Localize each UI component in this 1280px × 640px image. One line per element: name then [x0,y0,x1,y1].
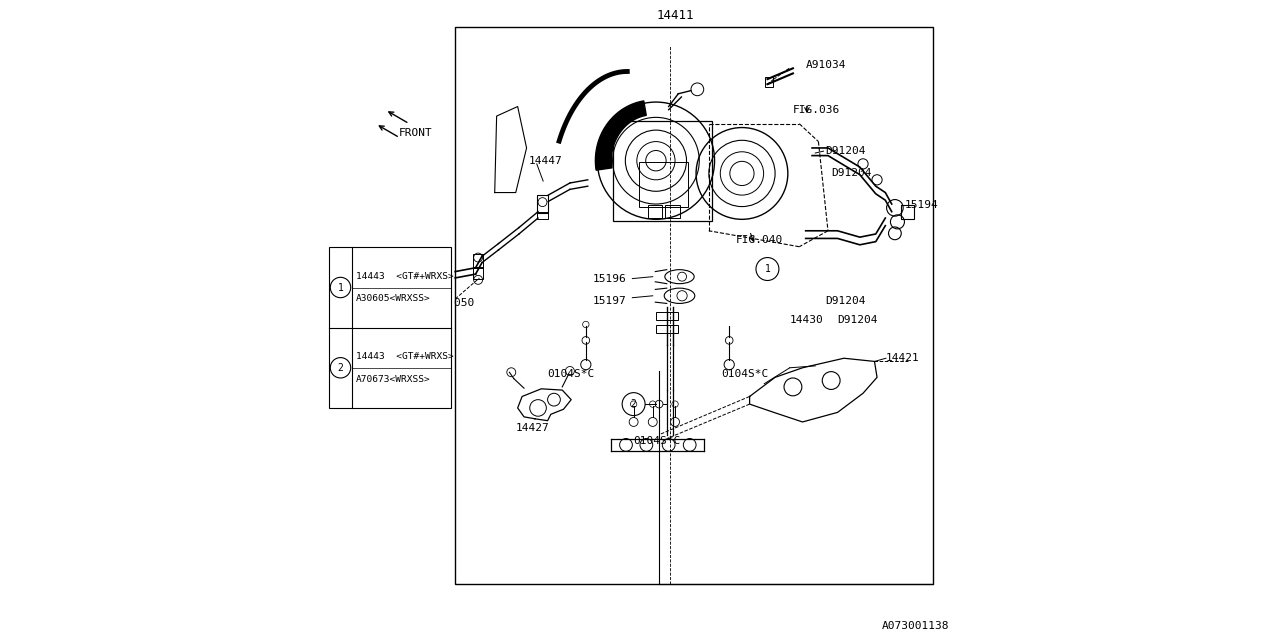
Bar [639,162,689,207]
Text: FIG.040: FIG.040 [736,236,783,245]
Text: A30605<WRXSS>: A30605<WRXSS> [356,294,430,303]
Bar [474,267,484,278]
Text: 14443  <GT#+WRXS>: 14443 <GT#+WRXS> [356,272,453,281]
Text: A70673<WRXSS>: A70673<WRXSS> [356,374,430,383]
Bar [536,195,548,213]
Text: 0104S*C: 0104S*C [548,369,595,379]
Bar [329,247,452,408]
Text: D91204: D91204 [824,146,865,156]
Circle shape [756,257,780,280]
Bar [666,205,680,218]
Bar [474,253,484,268]
Polygon shape [595,101,646,170]
Circle shape [622,393,645,415]
Circle shape [330,277,351,298]
Circle shape [330,358,351,378]
Bar [536,212,548,220]
Bar [901,205,914,220]
Text: 14427: 14427 [516,423,549,433]
Bar [648,205,662,218]
Text: 1: 1 [764,264,771,274]
Text: FRONT: FRONT [399,128,433,138]
Text: D91204: D91204 [824,296,865,306]
Text: 14443  <GT#+WRXS>: 14443 <GT#+WRXS> [356,352,453,361]
Text: 2: 2 [338,363,343,372]
Text: 14421: 14421 [886,353,919,364]
Text: A91034: A91034 [805,60,846,70]
Text: A073001138: A073001138 [882,621,948,631]
Text: 0104S*C: 0104S*C [722,369,769,379]
Bar [655,312,678,320]
Bar [655,325,678,333]
Text: 0104S*C: 0104S*C [634,436,681,446]
Text: 1: 1 [338,282,343,292]
Text: FIG.036: FIG.036 [792,105,840,115]
Text: D91204: D91204 [831,168,872,179]
Text: 15196: 15196 [593,273,626,284]
Text: 14411: 14411 [657,9,694,22]
Text: 15194: 15194 [905,200,938,211]
Text: 14430: 14430 [790,315,823,325]
Bar [765,77,773,87]
Bar [613,120,712,221]
Text: 15197: 15197 [593,296,626,306]
Text: 2: 2 [631,399,636,409]
Bar [456,27,933,584]
Text: FIG.050: FIG.050 [428,298,475,308]
Text: D91204: D91204 [837,315,878,325]
Text: 14447: 14447 [529,156,562,166]
